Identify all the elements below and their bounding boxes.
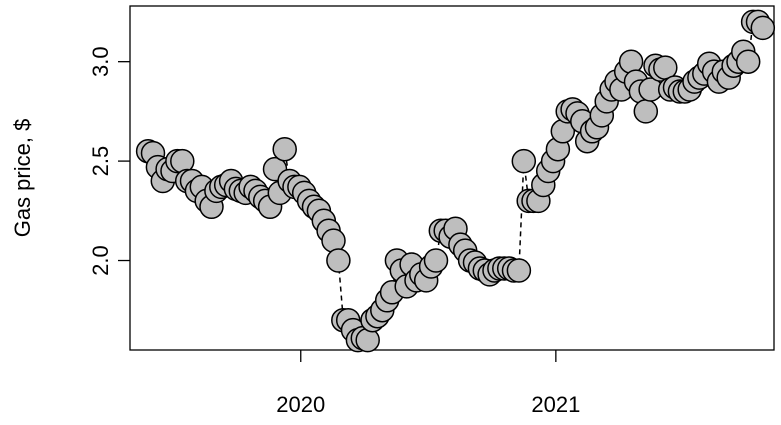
y-tick-label: 2.0: [88, 245, 113, 276]
data-point: [506, 258, 532, 283]
data-point: [750, 15, 776, 41]
data-point: [355, 327, 380, 353]
data-point: [735, 49, 761, 74]
y-tick-label: 3.0: [88, 46, 113, 77]
y-axis-label: Gas price, $: [10, 119, 35, 238]
data-point: [272, 136, 297, 162]
data-points: [135, 9, 776, 353]
data-point: [326, 248, 351, 273]
data-point: [633, 99, 659, 124]
y-tick-label: 2.5: [88, 146, 113, 177]
data-point: [423, 248, 449, 273]
data-point: [618, 49, 644, 74]
x-axis: 2020 2021: [276, 350, 580, 417]
data-point: [321, 228, 346, 253]
y-axis: 2.0 2.5 3.0: [88, 46, 130, 276]
data-point: [511, 148, 537, 174]
x-tick-label: 2021: [531, 392, 580, 417]
x-tick-label: 2020: [276, 392, 325, 417]
plot-frame: [129, 5, 775, 351]
